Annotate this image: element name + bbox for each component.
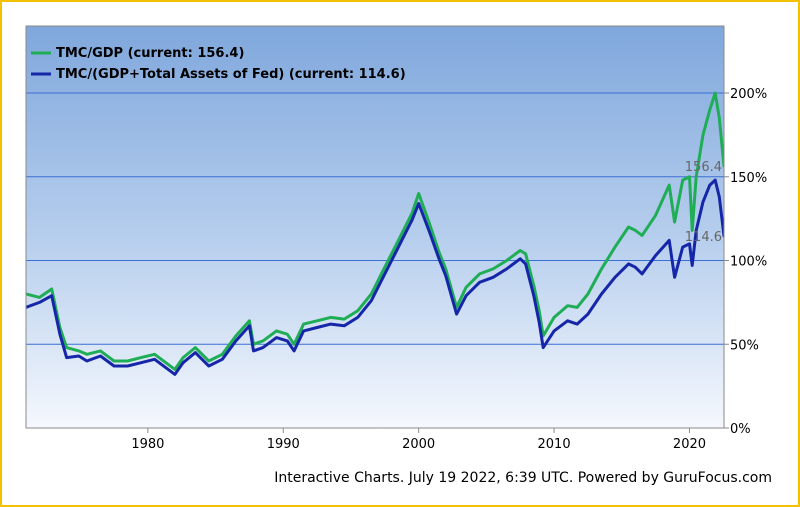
series-current-label-1: 156.4 — [685, 160, 722, 175]
plot-border — [25, 25, 725, 429]
x-tick-label: 2000 — [402, 437, 435, 452]
legend-label-1: TMC/GDP (current: 156.4) — [56, 46, 244, 61]
x-tick-label: 1990 — [267, 437, 300, 452]
y-tick-label: 100% — [730, 255, 767, 270]
series-current-label-2: 114.6 — [685, 230, 722, 245]
series-line-1 — [26, 91, 724, 371]
series-line-2 — [26, 178, 724, 376]
x-tick-label: 1980 — [131, 437, 164, 452]
x-tick-label: 2020 — [673, 437, 706, 452]
y-tick-label: 150% — [730, 171, 767, 186]
x-tick-label: 2010 — [538, 437, 571, 452]
footer-credit: Interactive Charts. July 19 2022, 6:39 U… — [274, 470, 772, 486]
y-tick-label: 200% — [730, 87, 767, 102]
y-tick-label: 0% — [730, 422, 751, 437]
legend-label-2: TMC/(GDP+Total Assets of Fed) (current: … — [56, 67, 406, 82]
y-tick-label: 50% — [730, 338, 759, 353]
plot-area — [26, 26, 724, 428]
